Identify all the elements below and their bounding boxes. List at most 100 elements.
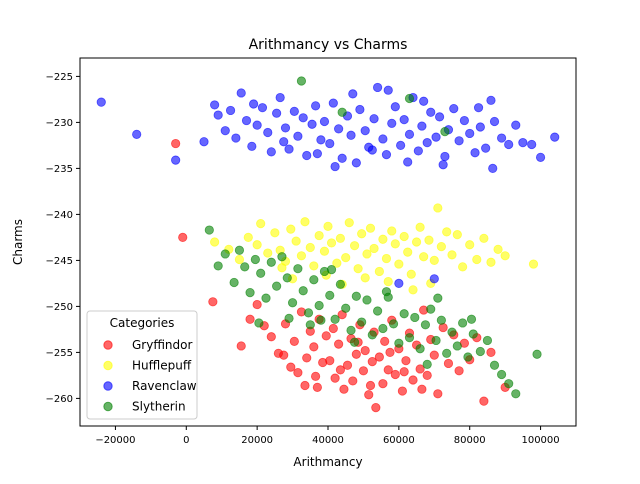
- point-slytherin: [489, 360, 500, 370]
- point-ravenclaw: [293, 131, 303, 141]
- point-slytherin: [433, 293, 443, 303]
- point-slytherin: [326, 264, 337, 275]
- y-tick-label: −225: [46, 72, 73, 83]
- point-slytherin: [234, 245, 245, 255]
- point-ravenclaw: [298, 113, 308, 123]
- x-tick-label: 0: [183, 435, 189, 446]
- point-ravenclaw: [96, 97, 106, 107]
- point-gryffindor: [208, 297, 218, 307]
- point-slytherin: [316, 315, 326, 325]
- point-slytherin: [436, 315, 446, 325]
- point-ravenclaw: [249, 99, 259, 109]
- legend-marker-hufflepuff: [103, 360, 113, 371]
- point-ravenclaw: [550, 132, 560, 142]
- point-slytherin: [466, 314, 477, 324]
- point-ravenclaw: [266, 147, 276, 157]
- point-slytherin: [266, 257, 276, 267]
- point-ravenclaw: [337, 153, 347, 163]
- point-slytherin: [337, 107, 347, 117]
- point-hufflepuff: [314, 230, 324, 241]
- point-slytherin: [261, 293, 271, 303]
- y-tick-label: −230: [46, 118, 73, 129]
- point-gryffindor: [252, 299, 262, 310]
- point-gryffindor: [367, 356, 377, 367]
- point-slytherin: [426, 304, 436, 314]
- point-slytherin: [349, 337, 360, 347]
- point-hufflepuff: [399, 231, 409, 242]
- point-ravenclaw: [429, 274, 439, 284]
- point-ravenclaw: [330, 161, 340, 172]
- point-gryffindor: [309, 342, 319, 352]
- point-ravenclaw: [535, 152, 546, 162]
- point-ravenclaw: [312, 149, 322, 159]
- point-gryffindor: [328, 323, 338, 334]
- point-slytherin: [532, 349, 542, 359]
- point-slytherin: [309, 275, 319, 285]
- point-slytherin: [204, 225, 214, 235]
- point-hufflepuff: [436, 242, 446, 252]
- y-tick-label: −245: [46, 256, 73, 267]
- point-slytherin: [378, 323, 388, 334]
- point-ravenclaw: [334, 124, 344, 134]
- point-gryffindor: [266, 332, 276, 342]
- point-slytherin: [372, 306, 383, 316]
- legend: Categories Gryffindor Hufflepuff Ravenclaw S…: [86, 310, 198, 420]
- point-ravenclaw: [394, 278, 404, 288]
- point-gryffindor: [454, 366, 464, 376]
- legend-marker-slytherin: [103, 401, 113, 412]
- point-hufflepuff: [360, 273, 370, 283]
- point-hufflepuff: [394, 259, 404, 269]
- point-ravenclaw: [279, 137, 289, 147]
- point-slytherin: [394, 338, 404, 348]
- point-slytherin: [381, 287, 392, 297]
- point-ravenclaw: [289, 106, 299, 116]
- point-ravenclaw: [431, 132, 441, 142]
- point-ravenclaw: [489, 116, 500, 127]
- point-ravenclaw: [263, 127, 273, 138]
- x-axis: −20000 0 20000 40000 60000 80000 100000: [95, 426, 560, 446]
- point-gryffindor: [339, 384, 349, 394]
- point-slytherin: [256, 268, 266, 278]
- point-ravenclaw: [220, 126, 230, 136]
- point-ravenclaw: [325, 138, 335, 149]
- x-axis-label: Arithmancy: [293, 455, 362, 469]
- point-ravenclaw: [316, 135, 326, 145]
- point-hufflepuff: [411, 237, 422, 247]
- point-gryffindor: [358, 366, 369, 376]
- point-hufflepuff: [408, 285, 418, 295]
- point-ravenclaw: [199, 137, 209, 147]
- point-slytherin: [314, 300, 324, 311]
- point-ravenclaw: [390, 102, 400, 112]
- point-ravenclaw: [381, 150, 392, 160]
- point-ravenclaw: [213, 110, 223, 120]
- point-hufflepuff: [263, 248, 273, 258]
- point-gryffindor: [443, 358, 454, 369]
- point-hufflepuff: [528, 259, 539, 269]
- point-slytherin: [511, 389, 521, 399]
- point-gryffindor: [245, 314, 255, 324]
- point-hufflepuff: [234, 254, 245, 265]
- point-ravenclaw: [247, 141, 257, 151]
- x-tick-label: 60000: [383, 435, 415, 446]
- series-hufflepuff: [210, 203, 539, 295]
- point-slytherin: [463, 352, 473, 362]
- point-slytherin: [303, 308, 314, 318]
- point-gryffindor: [321, 331, 331, 341]
- point-gryffindor: [289, 336, 299, 346]
- point-ravenclaw: [369, 114, 379, 124]
- point-slytherin: [415, 344, 425, 354]
- point-ravenclaw: [504, 139, 514, 150]
- point-gryffindor: [378, 379, 388, 389]
- point-ravenclaw: [275, 92, 285, 103]
- point-hufflepuff: [406, 269, 416, 279]
- point-ravenclaw: [372, 82, 383, 93]
- point-hufflepuff: [349, 241, 360, 251]
- x-tick-label: 80000: [454, 435, 486, 446]
- point-gryffindor: [408, 375, 418, 385]
- point-hufflepuff: [493, 244, 503, 254]
- point-hufflepuff: [486, 257, 496, 267]
- point-hufflepuff: [286, 224, 296, 234]
- point-hufflepuff: [390, 239, 400, 249]
- legend-marker-gryffindor: [103, 340, 113, 350]
- point-hufflepuff: [362, 249, 372, 259]
